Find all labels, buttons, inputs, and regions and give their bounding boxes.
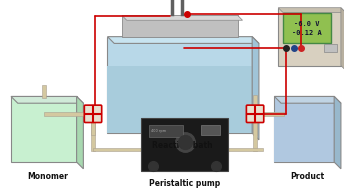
Polygon shape — [122, 15, 243, 20]
Polygon shape — [274, 96, 341, 103]
Bar — [201, 125, 220, 135]
Bar — [44, 112, 99, 116]
Bar — [93, 148, 141, 151]
Bar — [11, 96, 77, 162]
Text: 400 rpm: 400 rpm — [151, 129, 166, 133]
Bar — [255, 112, 284, 116]
Bar — [91, 112, 95, 135]
Text: Product: Product — [290, 172, 325, 181]
Bar — [274, 114, 334, 162]
Bar — [228, 148, 263, 151]
Polygon shape — [278, 8, 346, 12]
Bar — [278, 8, 341, 66]
Polygon shape — [107, 37, 259, 43]
Bar — [149, 125, 183, 137]
Bar — [91, 112, 95, 151]
FancyBboxPatch shape — [246, 105, 264, 122]
Bar — [253, 94, 257, 116]
Bar — [323, 44, 337, 52]
Text: -6.0 V: -6.0 V — [294, 21, 320, 27]
Bar — [42, 85, 46, 98]
Bar — [141, 118, 228, 171]
Bar — [107, 66, 252, 133]
Bar — [274, 96, 334, 162]
Text: -0.12 A: -0.12 A — [292, 30, 322, 36]
FancyBboxPatch shape — [84, 105, 102, 122]
Text: Reaction bath: Reaction bath — [152, 141, 213, 150]
Bar — [122, 15, 238, 37]
Bar — [107, 37, 252, 133]
Polygon shape — [77, 96, 83, 169]
Polygon shape — [341, 8, 346, 70]
Text: Monomer: Monomer — [27, 172, 68, 181]
Polygon shape — [11, 96, 83, 103]
Bar — [253, 112, 257, 135]
Polygon shape — [252, 37, 259, 140]
Bar — [253, 112, 257, 151]
Text: Peristaltic pump: Peristaltic pump — [149, 179, 220, 188]
Polygon shape — [334, 96, 341, 169]
Bar — [283, 12, 331, 43]
